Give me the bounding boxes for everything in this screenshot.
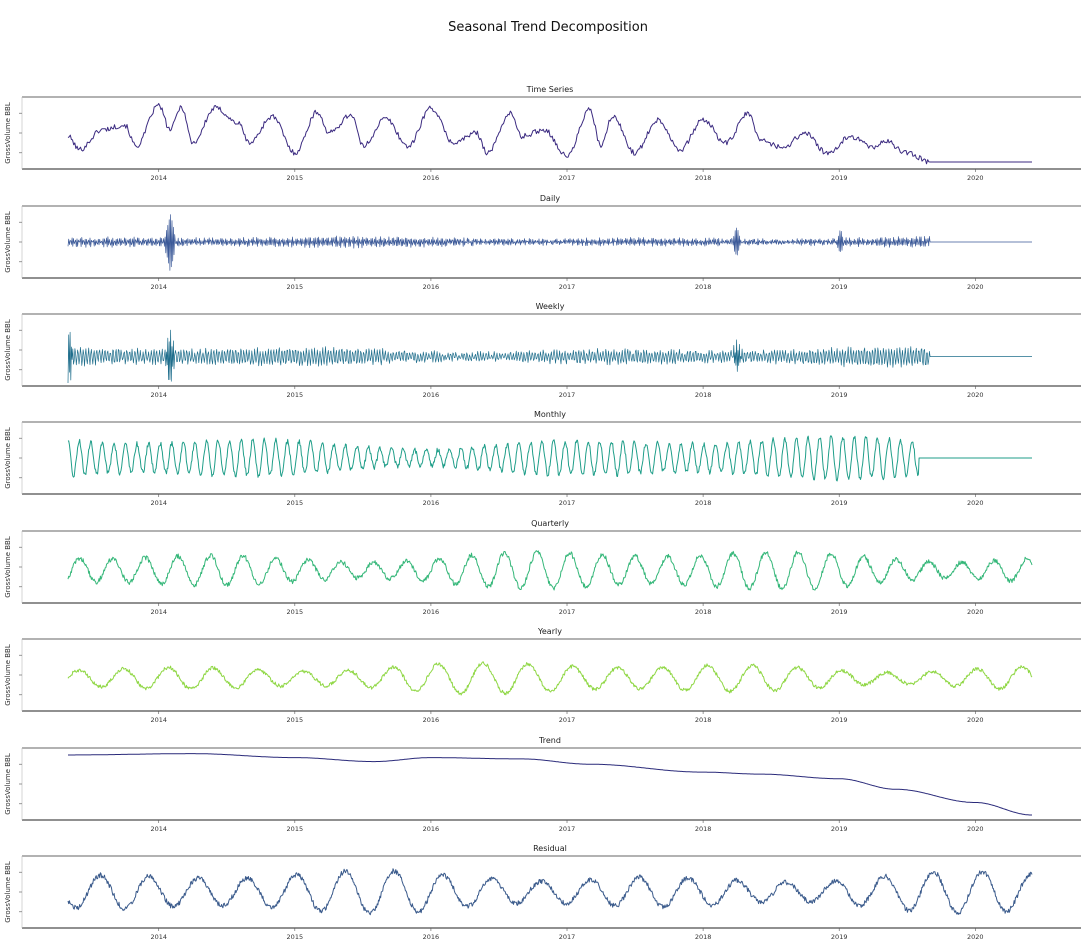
panel-trend: Trend GrossVolume BBL 2014 2015 2016 2017 2018… [4,736,1081,833]
x-tick-label: 2018 [695,716,712,724]
series-line [67,661,1033,696]
series-line [67,329,1032,384]
x-tick-label: 2015 [287,825,304,833]
panel-title: Quarterly [531,519,569,528]
x-tick-label: 2020 [967,716,984,724]
series-line [67,103,1032,165]
x-tick-label: 2018 [695,499,712,507]
x-tick-label: 2018 [695,283,712,291]
x-tick-label: 2018 [695,608,712,616]
x-tick-label: 2018 [695,933,712,941]
x-tick-label: 2019 [831,283,848,291]
x-tick-label: 2016 [423,933,440,941]
x-tick-label: 2015 [287,283,304,291]
panel-title: Time Series [526,85,574,94]
x-tick-label: 2019 [831,716,848,724]
panel-daily: Daily GrossVolume BBL 2014 2015 2016 2017 2018… [4,194,1081,291]
x-tick-label: 2020 [967,608,984,616]
y-axis-label: GrossVolume BBL [4,644,12,706]
x-tick-label: 2016 [423,825,440,833]
x-tick-label: 2016 [423,391,440,399]
x-tick-label: 2014 [150,933,167,941]
x-tick-label: 2019 [831,174,848,182]
x-tick-label: 2017 [559,391,576,399]
x-tick-label: 2016 [423,283,440,291]
x-tick-label: 2014 [150,499,167,507]
panel-weekly: Weekly GrossVolume BBL 2014 2015 2016 2017 201… [4,302,1081,399]
panel-residual: Residual GrossVolume BBL 2014 2015 2016 2017 2… [4,844,1081,941]
figure-title: Seasonal Trend Decomposition [448,20,648,35]
x-tick-label: 2016 [423,716,440,724]
x-tick-label: 2017 [559,608,576,616]
x-tick-label: 2017 [559,933,576,941]
x-tick-label: 2019 [831,933,848,941]
x-tick-label: 2014 [150,608,167,616]
panel-title: Monthly [534,410,566,419]
x-tick-label: 2014 [150,391,167,399]
x-tick-label: 2015 [287,499,304,507]
panel-title: Trend [538,736,561,745]
panel-title: Daily [540,194,561,203]
x-tick-label: 2014 [150,174,167,182]
series-line [67,435,1032,482]
x-tick-label: 2019 [831,391,848,399]
series-line [67,214,1032,271]
y-axis-label: GrossVolume BBL [4,427,12,489]
x-tick-label: 2018 [695,174,712,182]
y-axis-label: GrossVolume BBL [4,753,12,815]
x-tick-label: 2020 [967,174,984,182]
y-axis-label: GrossVolume BBL [4,211,12,273]
x-tick-label: 2017 [559,283,576,291]
panel-quarterly: Quarterly GrossVolume BBL 2014 2015 2016 2017… [4,519,1081,616]
series-line [68,753,1032,816]
panel-monthly: Monthly GrossVolume BBL 2014 2015 2016 2017 20… [4,410,1081,507]
x-tick-label: 2016 [423,174,440,182]
x-tick-label: 2019 [831,499,848,507]
x-tick-label: 2014 [150,825,167,833]
y-axis-label: GrossVolume BBL [4,102,12,164]
panel-title: Yearly [537,627,562,636]
x-tick-label: 2015 [287,174,304,182]
x-tick-label: 2015 [287,608,304,616]
x-tick-label: 2016 [423,608,440,616]
panel-time-series: Time Series GrossVolume BBL 2014 2015 2016 20… [4,85,1081,182]
x-tick-label: 2015 [287,391,304,399]
y-axis-label: GrossVolume BBL [4,319,12,381]
x-tick-label: 2017 [559,499,576,507]
x-tick-label: 2020 [967,499,984,507]
x-tick-label: 2019 [831,608,848,616]
x-tick-label: 2018 [695,825,712,833]
x-tick-label: 2015 [287,933,304,941]
y-axis-label: GrossVolume BBL [4,536,12,598]
x-tick-label: 2014 [150,716,167,724]
x-tick-label: 2020 [967,391,984,399]
x-tick-label: 2020 [967,933,984,941]
series-line [67,550,1033,591]
x-tick-label: 2017 [559,174,576,182]
x-tick-label: 2015 [287,716,304,724]
panels: Time Series GrossVolume BBL 2014 2015 2016 20… [4,85,1081,941]
x-tick-label: 2017 [559,716,576,724]
x-tick-label: 2016 [423,499,440,507]
x-tick-label: 2020 [967,825,984,833]
panel-yearly: Yearly GrossVolume BBL 2014 2015 2016 2017 201… [4,627,1081,724]
y-axis-label: GrossVolume BBL [4,861,12,923]
x-tick-label: 2020 [967,283,984,291]
x-tick-label: 2014 [150,283,167,291]
x-tick-label: 2018 [695,391,712,399]
x-tick-label: 2019 [831,825,848,833]
x-tick-label: 2017 [559,825,576,833]
panel-title: Residual [533,844,567,853]
series-line [67,868,1033,916]
panel-title: Weekly [536,302,565,311]
